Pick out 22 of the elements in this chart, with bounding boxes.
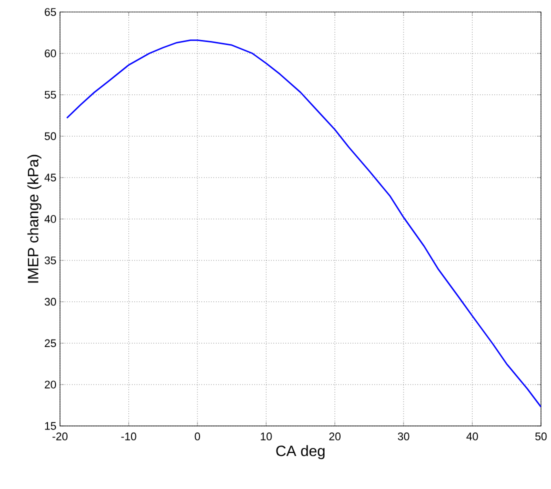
y-tick-label: 15	[45, 422, 56, 430]
x-tick-label: 10	[260, 432, 272, 440]
y-tick-label: 45	[44, 174, 56, 182]
x-tick-label: 20	[329, 432, 341, 440]
line-series	[66, 39, 541, 408]
y-tick-label: 55	[44, 90, 56, 99]
y-tick-label: 35	[44, 256, 56, 264]
x-axis-title: CA deg	[276, 445, 325, 460]
y-tick-label: 60	[44, 50, 56, 58]
y-tick-label: 30	[44, 298, 56, 306]
x-tick-label: 30	[398, 432, 410, 440]
y-tick-label: 50	[44, 132, 56, 140]
y-tick-label: 40	[44, 215, 56, 223]
y-tick-label: 20	[44, 380, 56, 388]
x-tick-label: 0	[194, 432, 200, 440]
x-tick-label: 50	[535, 432, 547, 440]
y-tick-label: 65	[44, 8, 56, 16]
y-axis-title: IMEP change (kPa)	[27, 154, 42, 283]
x-tick-label: -20	[52, 432, 68, 440]
y-tick-label: 25	[44, 339, 56, 348]
x-tick-label: 40	[466, 432, 478, 440]
x-tick-label: -10	[121, 432, 136, 440]
